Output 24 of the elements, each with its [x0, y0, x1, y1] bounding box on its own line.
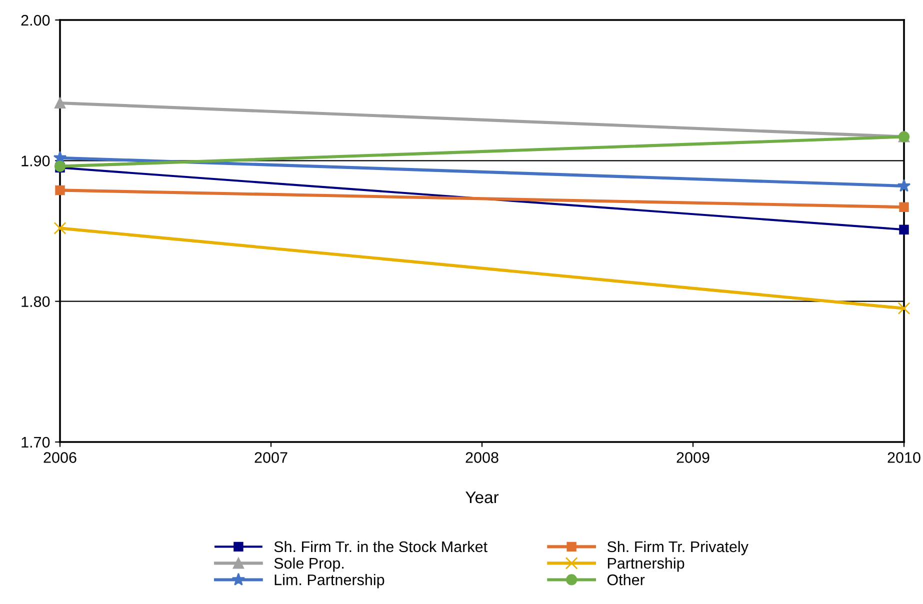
y-tick-label: 1.70	[22, 436, 50, 448]
x-tick-label: 2007	[254, 452, 288, 463]
point	[55, 185, 65, 196]
point	[899, 224, 909, 234]
x-axis-title: Year	[466, 492, 499, 504]
point	[898, 302, 910, 315]
point	[897, 179, 911, 192]
point	[54, 97, 66, 109]
point	[54, 222, 66, 234]
legend-label: Lim. Partnership	[274, 574, 384, 588]
y-tick-label: 1.80	[22, 296, 50, 308]
point	[899, 202, 909, 212]
legend-label: Partnership	[608, 557, 684, 572]
x-tick-label: 2009	[676, 452, 710, 463]
legend-label: Sh. Firm Tr. in the Stock Market	[274, 540, 488, 552]
point	[53, 150, 67, 164]
y-tick-label: 1.90	[22, 156, 50, 166]
legend-label: Sole Prop.	[274, 557, 344, 572]
x-tick-label: 2010	[888, 452, 920, 463]
x-tick-label: 2006	[44, 452, 76, 463]
legend-label: Other	[607, 574, 645, 586]
x-tick-label: 2008	[466, 452, 498, 463]
legend-label: Sh. Firm Tr. Privately	[607, 540, 748, 556]
y-tick-label: 2.00	[21, 14, 50, 26]
